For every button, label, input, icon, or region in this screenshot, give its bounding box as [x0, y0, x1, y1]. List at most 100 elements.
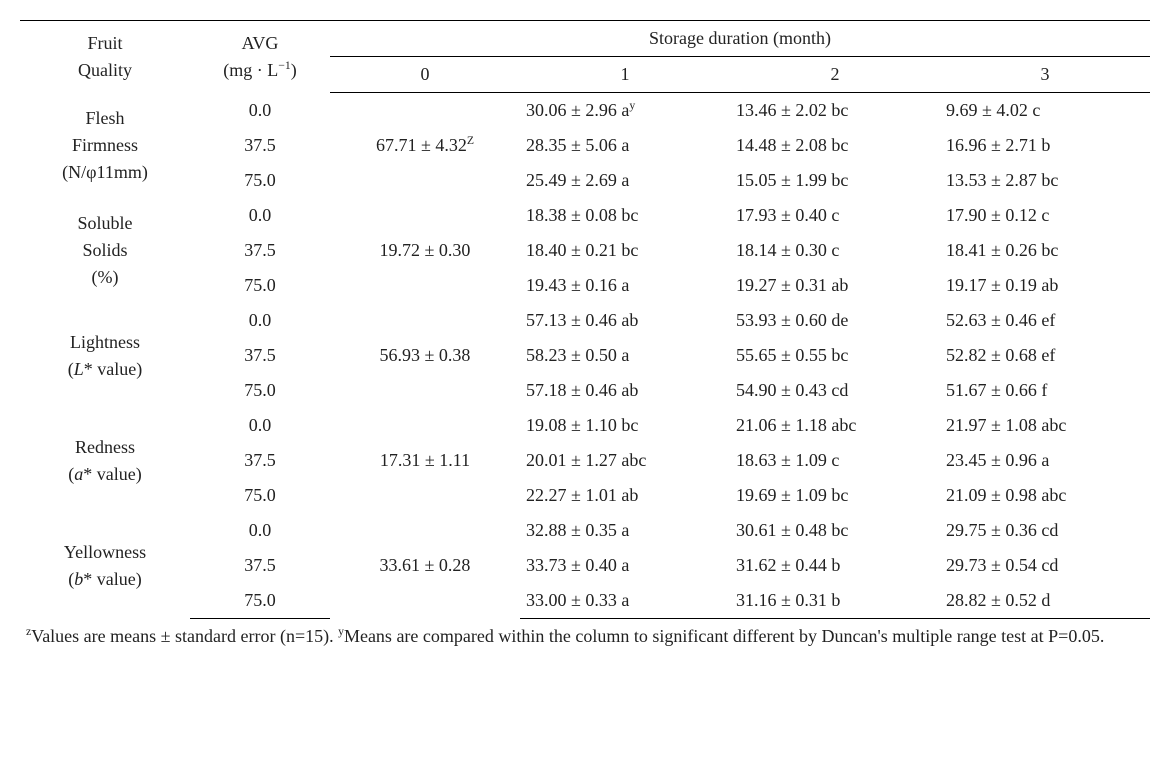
header-avg-unit-suf: ) — [291, 60, 297, 80]
row-group-name: Redness(a* value) — [20, 408, 190, 513]
cell-avg-level: 37.5 — [190, 548, 330, 583]
cell-avg-level: 0.0 — [190, 303, 330, 338]
cell-avg-level: 75.0 — [190, 268, 330, 303]
fruit-quality-table: FruitQuality AVG (mg · L−1) Storage dura… — [20, 20, 1150, 619]
row-group-name: Lightness(L* value) — [20, 303, 190, 408]
cell-value: 19.43 ± 0.16 a — [520, 268, 730, 303]
cell-value: 9.69 ± 4.02 c — [940, 93, 1150, 129]
cell-value: 25.49 ± 2.69 a — [520, 163, 730, 198]
table-header: FruitQuality AVG (mg · L−1) Storage dura… — [20, 21, 1150, 93]
table-row: 75.057.18 ± 0.46 ab54.90 ± 0.43 cd51.67 … — [20, 373, 1150, 408]
header-avg-unit-pre: (mg · L — [223, 60, 278, 80]
cell-value: 13.53 ± 2.87 bc — [940, 163, 1150, 198]
cell-value: 19.17 ± 0.19 ab — [940, 268, 1150, 303]
header-month-2: 2 — [730, 57, 940, 93]
cell-value: 58.23 ± 0.50 a — [520, 338, 730, 373]
header-avg-label: AVG — [242, 33, 279, 53]
cell-value: 14.48 ± 2.08 bc — [730, 128, 940, 163]
cell-value: 28.35 ± 5.06 a — [520, 128, 730, 163]
cell-month0: 19.72 ± 0.30 — [330, 198, 520, 303]
cell-value: 18.63 ± 1.09 c — [730, 443, 940, 478]
cell-value: 30.61 ± 0.48 bc — [730, 513, 940, 548]
cell-avg-level: 37.5 — [190, 233, 330, 268]
table-body: FleshFirmness(N/φ11mm)0.067.71 ± 4.32Z30… — [20, 93, 1150, 619]
cell-value: 33.00 ± 0.33 a — [520, 583, 730, 619]
cell-value: 18.40 ± 0.21 bc — [520, 233, 730, 268]
row-group-name: FleshFirmness(N/φ11mm) — [20, 93, 190, 199]
header-avg-unit-sup: −1 — [278, 59, 290, 72]
cell-value: 15.05 ± 1.99 bc — [730, 163, 940, 198]
cell-value: 18.41 ± 0.26 bc — [940, 233, 1150, 268]
cell-value: 22.27 ± 1.01 ab — [520, 478, 730, 513]
header-avg: AVG (mg · L−1) — [190, 21, 330, 93]
cell-value: 32.88 ± 0.35 a — [520, 513, 730, 548]
cell-value: 51.67 ± 0.66 f — [940, 373, 1150, 408]
header-storage-duration: Storage duration (month) — [330, 21, 1150, 57]
table-row: 37.5 28.35 ± 5.06 a14.48 ± 2.08 bc16.96 ±… — [20, 128, 1150, 163]
table-row: 75.0 25.49 ± 2.69 a15.05 ± 1.99 bc13.53 ±… — [20, 163, 1150, 198]
cell-month0: 67.71 ± 4.32Z — [330, 93, 520, 199]
cell-value: 21.09 ± 0.98 abc — [940, 478, 1150, 513]
cell-value: 33.73 ± 0.40 a — [520, 548, 730, 583]
cell-value: 29.75 ± 0.36 cd — [940, 513, 1150, 548]
table-row: 75.0 22.27 ± 1.01 ab19.69 ± 1.09 bc21.09 … — [20, 478, 1150, 513]
footnote-z-text: Values are means ± standard error (n=15)… — [31, 626, 338, 646]
cell-avg-level: 75.0 — [190, 583, 330, 619]
table-row: 75.0 19.43 ± 0.16 a19.27 ± 0.31 ab19.17 ±… — [20, 268, 1150, 303]
cell-avg-level: 0.0 — [190, 198, 330, 233]
footnote-y-text: Means are compared within the column to … — [344, 626, 1104, 646]
table-row: 37.5 33.73 ± 0.40 a31.62 ± 0.44 b29.73 ± … — [20, 548, 1150, 583]
cell-avg-level: 75.0 — [190, 163, 330, 198]
header-month-0: 0 — [330, 57, 520, 93]
cell-avg-level: 37.5 — [190, 128, 330, 163]
cell-value: 23.45 ± 0.96 a — [940, 443, 1150, 478]
cell-avg-level: 37.5 — [190, 338, 330, 373]
header-month-1: 1 — [520, 57, 730, 93]
cell-value: 29.73 ± 0.54 cd — [940, 548, 1150, 583]
cell-value: 18.38 ± 0.08 bc — [520, 198, 730, 233]
table-row: Yellowness(b* value)0.033.61 ± 0.2832.88… — [20, 513, 1150, 548]
cell-month0: 56.93 ± 0.38 — [330, 303, 520, 408]
cell-value: 28.82 ± 0.52 d — [940, 583, 1150, 619]
row-group-name: Yellowness(b* value) — [20, 513, 190, 619]
table-row: 37.5 18.40 ± 0.21 bc18.14 ± 0.30 c18.41 ±… — [20, 233, 1150, 268]
table-row: 75.0 33.00 ± 0.33 a31.16 ± 0.31 b28.82 ± … — [20, 583, 1150, 619]
cell-value: 19.69 ± 1.09 bc — [730, 478, 940, 513]
cell-value: 57.18 ± 0.46 ab — [520, 373, 730, 408]
cell-value: 30.06 ± 2.96 ay — [520, 93, 730, 129]
cell-value: 31.62 ± 0.44 b — [730, 548, 940, 583]
header-fruit-quality-text: FruitQuality — [78, 33, 132, 80]
cell-value: 54.90 ± 0.43 cd — [730, 373, 940, 408]
cell-value: 18.14 ± 0.30 c — [730, 233, 940, 268]
cell-avg-level: 37.5 — [190, 443, 330, 478]
cell-value: 52.63 ± 0.46 ef — [940, 303, 1150, 338]
cell-avg-level: 75.0 — [190, 478, 330, 513]
table-row: 37.5 58.23 ± 0.50 a55.65 ± 0.55 bc52.82 ±… — [20, 338, 1150, 373]
cell-avg-level: 0.0 — [190, 408, 330, 443]
cell-value: 16.96 ± 2.71 b — [940, 128, 1150, 163]
table-row: SolubleSolids(%)0.019.72 ± 0.3018.38 ± 0… — [20, 198, 1150, 233]
cell-value: 17.93 ± 0.40 c — [730, 198, 940, 233]
cell-value: 31.16 ± 0.31 b — [730, 583, 940, 619]
cell-value: 57.13 ± 0.46 ab — [520, 303, 730, 338]
cell-value: 53.93 ± 0.60 de — [730, 303, 940, 338]
header-month-3: 3 — [940, 57, 1150, 93]
cell-month0: 17.31 ± 1.11 — [330, 408, 520, 513]
table-row: Lightness(L* value)0.056.93 ± 0.3857.13 … — [20, 303, 1150, 338]
cell-avg-level: 0.0 — [190, 513, 330, 548]
cell-value: 19.27 ± 0.31 ab — [730, 268, 940, 303]
table-row: FleshFirmness(N/φ11mm)0.067.71 ± 4.32Z30… — [20, 93, 1150, 129]
cell-month0: 33.61 ± 0.28 — [330, 513, 520, 619]
cell-value: 21.97 ± 1.08 abc — [940, 408, 1150, 443]
row-group-name: SolubleSolids(%) — [20, 198, 190, 303]
cell-avg-level: 0.0 — [190, 93, 330, 129]
table-row: Redness(a* value)0.017.31 ± 1.1119.08 ± … — [20, 408, 1150, 443]
cell-value: 21.06 ± 1.18 abc — [730, 408, 940, 443]
cell-value: 20.01 ± 1.27 abc — [520, 443, 730, 478]
cell-value: 52.82 ± 0.68 ef — [940, 338, 1150, 373]
cell-value: 55.65 ± 0.55 bc — [730, 338, 940, 373]
cell-value: 17.90 ± 0.12 c — [940, 198, 1150, 233]
table-footnote: zValues are means ± standard error (n=15… — [20, 619, 1164, 649]
cell-value: 13.46 ± 2.02 bc — [730, 93, 940, 129]
cell-value: 19.08 ± 1.10 bc — [520, 408, 730, 443]
